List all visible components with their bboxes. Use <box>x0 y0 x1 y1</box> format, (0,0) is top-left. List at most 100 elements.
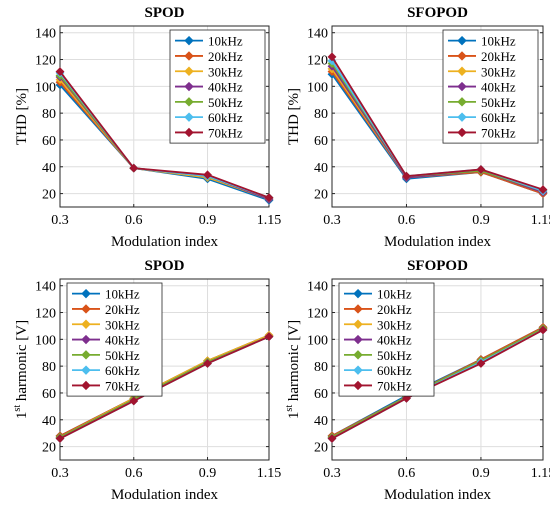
data-point-70kHz <box>55 434 65 443</box>
y-tick-label: 80 <box>42 107 56 122</box>
legend-swatch-marker <box>184 35 194 46</box>
data-point-70kHz <box>129 163 139 173</box>
data-point-70kHz <box>538 185 548 194</box>
y-tick-label: 40 <box>42 414 56 429</box>
y-tick-label: 140 <box>307 27 328 42</box>
y-tick-label: 140 <box>307 280 328 295</box>
legend-label: 10kHz <box>377 287 412 302</box>
legend-swatch-marker <box>81 380 91 391</box>
legend-label: 60kHz <box>105 363 140 378</box>
y-axis-label-prefix: 1 <box>286 412 302 420</box>
legend-swatch-marker <box>353 304 363 314</box>
y-tick-label: 100 <box>307 80 328 95</box>
y-tick-label: 20 <box>42 441 56 456</box>
y-axis-label-superscript: st <box>12 405 23 412</box>
legend-label: 60kHz <box>377 363 412 378</box>
legend-label: 30kHz <box>377 317 412 332</box>
data-point-70kHz <box>203 359 212 368</box>
data-point-70kHz <box>327 52 337 62</box>
legend-swatch-marker <box>353 380 363 391</box>
chart-title: SFOPOD <box>407 258 468 274</box>
y-tick-label: 60 <box>42 134 56 149</box>
y-tick-label: 140 <box>35 27 56 42</box>
legend-label: 20kHz <box>377 302 412 317</box>
legend-label: 70kHz <box>377 378 412 393</box>
legend-swatch-marker <box>457 112 467 122</box>
y-tick-label: 100 <box>35 333 56 348</box>
x-axis-label: Modulation index <box>111 487 219 503</box>
y-tick-label: 140 <box>35 280 56 295</box>
legend-label: 30kHz <box>208 64 243 79</box>
x-tick-label: 0.3 <box>51 213 69 228</box>
legend-swatch-marker <box>353 365 363 375</box>
data-point-70kHz <box>402 171 411 181</box>
legend-label: 60kHz <box>208 110 243 125</box>
panel-spod-thd: 20 40 60 80 100 120 140 0.3 0.6 0.9 1.15 SPOD Modula… <box>14 5 281 250</box>
y-axis-label: 1st harmonic [V] <box>284 320 302 419</box>
legend-label: 70kHz <box>481 125 516 140</box>
legend-label: 30kHz <box>105 317 140 332</box>
legend-swatch-marker <box>184 81 194 92</box>
x-tick-label: 1.15 <box>531 466 550 481</box>
legend-label: 10kHz <box>208 34 243 49</box>
axes-box <box>59 278 270 461</box>
chart-title: SPOD <box>144 258 184 274</box>
x-axis-label: Modulation index <box>111 234 219 250</box>
series-line-50kHz <box>331 327 544 438</box>
legend-label: 70kHz <box>208 125 243 140</box>
legend-swatch-marker <box>184 66 194 76</box>
x-tick-label: 0.6 <box>125 466 143 481</box>
data-point-70kHz <box>203 170 212 180</box>
legend-label: 10kHz <box>481 34 516 49</box>
legend-label: 50kHz <box>208 95 243 110</box>
legend-swatch-marker <box>184 127 194 138</box>
x-tick-label: 0.6 <box>398 213 416 228</box>
y-tick-label: 120 <box>35 54 56 69</box>
legend-swatch-marker <box>81 350 91 360</box>
y-tick-label: 20 <box>42 188 56 203</box>
y-tick-label: 120 <box>307 307 328 322</box>
legend-swatch-marker <box>81 365 91 375</box>
legend-label: 50kHz <box>105 348 140 363</box>
y-axis-label-text: harmonic [V] <box>286 320 302 405</box>
legend-swatch-marker <box>457 127 467 138</box>
x-tick-label: 0.9 <box>199 466 217 481</box>
legend-label: 40kHz <box>377 333 412 348</box>
series-line-70kHz <box>331 56 544 191</box>
legend-swatch-marker <box>184 97 194 107</box>
y-tick-label: 40 <box>314 414 328 429</box>
data-point-70kHz <box>538 325 548 335</box>
data-point-70kHz <box>264 332 274 342</box>
legend-swatch-marker <box>353 350 363 360</box>
legend-swatch-marker <box>457 66 467 76</box>
y-tick-label: 80 <box>42 360 56 375</box>
y-axis-label: THD [%] <box>14 88 30 145</box>
legend-swatch-marker <box>353 288 363 299</box>
panel-sfopod-thd: 20 40 60 80 100 120 140 0.3 0.6 0.9 1.15 SFOPOD Modu… <box>286 5 550 250</box>
chart-title: SFOPOD <box>407 5 468 21</box>
x-tick-label: 0.9 <box>472 466 490 481</box>
legend-label: 10kHz <box>105 287 140 302</box>
y-axis-label-text: harmonic [V] <box>14 320 30 405</box>
legend-label: 60kHz <box>481 110 516 125</box>
legend-label: 40kHz <box>208 80 243 95</box>
legend-swatch-marker <box>457 51 467 61</box>
x-tick-label: 0.3 <box>51 466 69 481</box>
y-axis-label: 1st harmonic [V] <box>12 320 30 419</box>
axes-box <box>59 25 270 208</box>
series-line-70kHz <box>331 329 544 440</box>
x-tick-label: 0.3 <box>323 213 341 228</box>
y-tick-label: 20 <box>314 441 328 456</box>
panel-sfopod-fundamental: 20 40 60 80 100 120 140 0.3 0.6 0.9 1.15 SFOPOD Modu… <box>284 258 550 503</box>
legend-swatch-marker <box>457 97 467 107</box>
series-line-70kHz <box>59 71 270 199</box>
legend-swatch-marker <box>457 81 467 92</box>
x-tick-label: 1.15 <box>531 213 550 228</box>
x-tick-label: 1.15 <box>257 466 282 481</box>
legend-swatch-marker <box>353 319 363 329</box>
legend-label: 20kHz <box>481 49 516 64</box>
legend-swatch-marker <box>353 334 363 345</box>
data-point-70kHz <box>264 193 274 203</box>
data-point-70kHz <box>476 359 486 368</box>
